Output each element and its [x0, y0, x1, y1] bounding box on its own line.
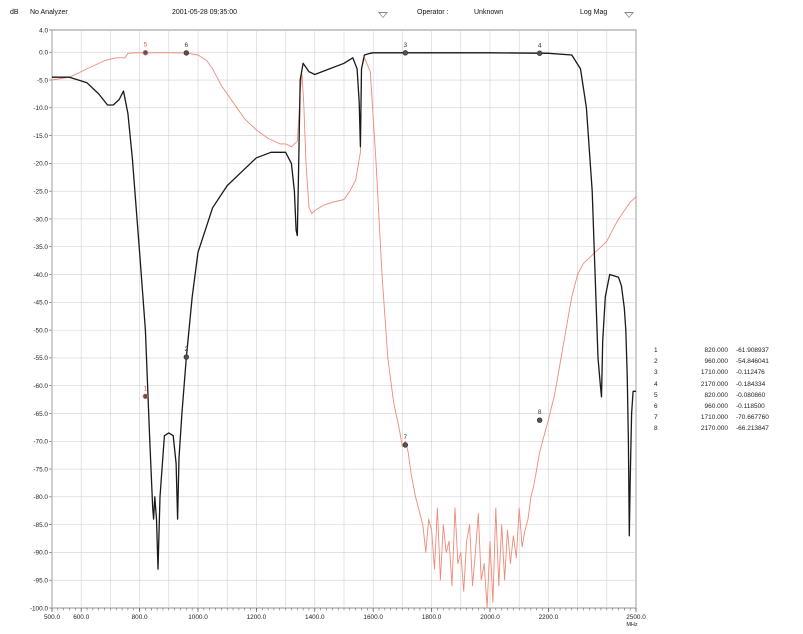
marker-row: 1 820.000 -61.908937 — [650, 347, 800, 358]
marker-point — [536, 417, 543, 423]
marker-point — [536, 50, 543, 56]
marker-number: 5 — [654, 391, 658, 399]
marker-number: 6 — [654, 402, 658, 410]
format-label[interactable]: Log Mag — [580, 9, 608, 16]
marker-value: -0.184334 — [736, 380, 766, 388]
marker-value: -0.080860 — [736, 391, 766, 399]
marker-label: 1 — [144, 385, 148, 392]
y-tick-label: -5.0 — [37, 77, 48, 84]
y-tick-label: -55.0 — [33, 355, 48, 362]
x-tick-label: 600.0 — [73, 614, 89, 621]
marker-value: -0.118500 — [736, 402, 765, 410]
marker-row: 4 2170.000 -0.184334 — [650, 381, 800, 392]
marker-frequency: 2170.000 — [700, 425, 728, 433]
x-tick-label: 1400.0 — [305, 614, 325, 621]
y-tick-label: 4.0 — [39, 27, 48, 34]
marker-label: 6 — [185, 42, 189, 49]
y-tick-label: -35.0 — [33, 244, 48, 251]
date-time: 2001-05-28 09:35:00 — [172, 9, 237, 16]
marker-point — [142, 49, 149, 56]
marker-frequency: 1710.000 — [700, 369, 728, 377]
x-tick-label: 2500.0 — [626, 614, 646, 621]
x-tick-label: 800.0 — [132, 614, 148, 621]
marker-value: -54.846041 — [736, 358, 769, 366]
marker-frequency: 820.000 — [704, 347, 729, 354]
marker-point — [142, 393, 149, 400]
x-tick-label: 1800.0 — [422, 614, 442, 621]
marker-number: 1 — [654, 347, 658, 354]
marker-number: 8 — [654, 425, 658, 433]
chevron-down-icon[interactable] — [378, 12, 388, 18]
marker-frequency: 1710.000 — [700, 414, 728, 422]
marker-point — [402, 442, 409, 448]
x-tick-label: 500.0 — [44, 614, 60, 621]
trace-line — [52, 52, 636, 570]
x-tick-label: 1200.0 — [247, 614, 267, 621]
analyzer-name: No Analyzer — [30, 9, 68, 16]
y-tick-label: -30.0 — [33, 216, 48, 223]
marker-number: 3 — [654, 369, 658, 377]
marker-label: 7 — [404, 434, 408, 441]
y-tick-label: -85.0 — [33, 522, 48, 529]
y-tick-label: -10.0 — [33, 105, 48, 112]
marker-table: 1 820.000 -61.908937 2 960.000 -54.846041 3 171… — [650, 347, 800, 437]
y-tick-label: -80.0 — [33, 494, 48, 501]
marker-row: 8 2170.000 -66.213847 — [650, 425, 800, 436]
y-tick-label: -60.0 — [33, 383, 48, 390]
marker-number: 2 — [654, 358, 658, 366]
y-tick-label: -50.0 — [33, 327, 48, 334]
y-tick-label: -45.0 — [33, 300, 48, 307]
y-unit-label: dB — [10, 9, 19, 16]
marker-point — [402, 50, 409, 56]
marker-row: 2 960.000 -54.846041 — [650, 358, 800, 369]
marker-value: -70.667760 — [736, 414, 769, 422]
y-tick-label: -15.0 — [33, 133, 48, 140]
x-tick-label: 2200.0 — [539, 614, 559, 621]
marker-frequency: 2170.000 — [700, 380, 728, 388]
y-tick-label: -20.0 — [33, 161, 48, 168]
marker-row: 5 820.000 -0.080860 — [650, 392, 800, 403]
trace-line — [51, 52, 637, 609]
operator-value: Unknown — [474, 9, 504, 16]
marker-label: 3 — [404, 42, 408, 49]
x-tick-label: 1000.0 — [188, 614, 208, 621]
marker-label: 4 — [538, 42, 542, 49]
y-tick-label: -65.0 — [33, 411, 48, 418]
marker-label: 5 — [144, 42, 148, 49]
operator-label: Operator : — [417, 9, 449, 16]
marker-value: -66.213847 — [736, 425, 769, 433]
y-tick-label: -95.0 — [33, 578, 48, 585]
y-tick-label: -70.0 — [33, 439, 48, 446]
marker-number: 4 — [654, 380, 658, 388]
marker-row: 3 1710.000 -0.112476 — [650, 369, 800, 380]
y-tick-label: 0.0 — [39, 50, 48, 57]
x-tick-label: 1600.0 — [363, 614, 383, 621]
marker-value: -0.112476 — [736, 369, 765, 377]
y-tick-label: -25.0 — [33, 188, 48, 195]
x-tick-label: 2000.0 — [480, 614, 500, 621]
marker-value: -61.908937 — [736, 347, 769, 354]
marker-label: 8 — [538, 409, 542, 416]
marker-frequency: 960.000 — [704, 402, 729, 410]
x-unit-label: MHz — [626, 622, 638, 628]
y-tick-label: -90.0 — [33, 550, 48, 557]
marker-frequency: 960.000 — [704, 358, 729, 366]
y-tick-label: -40.0 — [33, 272, 48, 279]
marker-label: 2 — [185, 346, 189, 353]
marker-point — [183, 50, 190, 56]
chevron-down-icon[interactable] — [624, 12, 634, 18]
marker-frequency: 820.000 — [704, 391, 729, 399]
marker-row: 7 1710.000 -70.667760 — [650, 414, 800, 425]
marker-row: 6 960.000 -0.118500 — [650, 403, 800, 414]
marker-number: 7 — [654, 414, 658, 422]
y-tick-label: -75.0 — [33, 466, 48, 473]
y-tick-label: -100.0 — [30, 605, 49, 612]
marker-point — [183, 354, 190, 360]
